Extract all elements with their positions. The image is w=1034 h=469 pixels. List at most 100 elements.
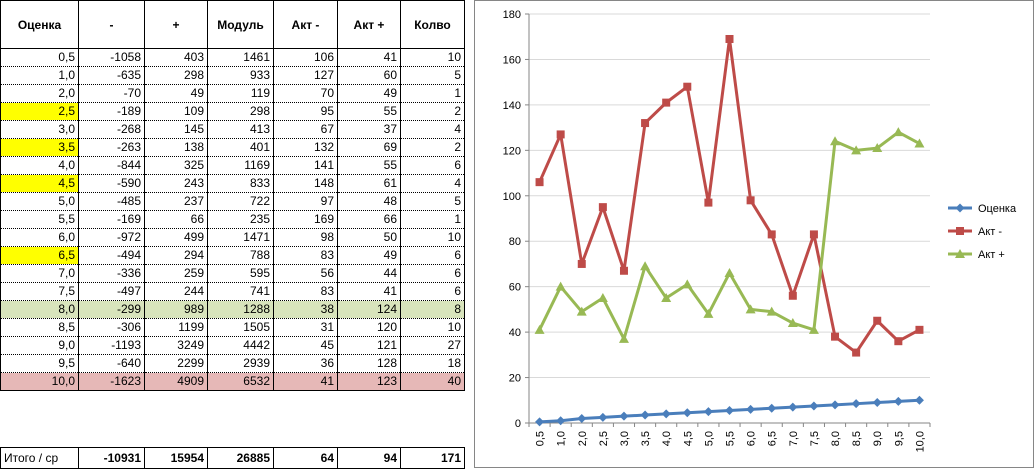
grade-cell[interactable]: 6,5	[0, 246, 79, 265]
table-cell[interactable]: 18	[400, 354, 465, 373]
grade-cell[interactable]: 6,0	[0, 228, 79, 247]
grade-cell[interactable]: 1,0	[0, 66, 79, 85]
header-cell[interactable]: Модуль	[207, 0, 274, 49]
header-cell[interactable]: +	[144, 0, 208, 49]
table-cell[interactable]: 49	[337, 246, 401, 265]
table-cell[interactable]: 123	[337, 372, 401, 391]
table-cell[interactable]: 2299	[144, 354, 208, 373]
table-cell[interactable]: 294	[144, 246, 208, 265]
table-cell[interactable]: 1288	[207, 300, 274, 319]
table-cell[interactable]: 4442	[207, 336, 274, 355]
table-cell[interactable]: -844	[78, 156, 145, 175]
table-cell[interactable]: -485	[78, 192, 145, 211]
table-cell[interactable]: 10	[400, 318, 465, 337]
table-cell[interactable]: 61	[337, 174, 401, 193]
table-cell[interactable]: 45	[273, 336, 338, 355]
header-cell[interactable]: Оценка	[0, 0, 79, 49]
table-cell[interactable]: 83	[273, 246, 338, 265]
table-cell[interactable]: 1461	[207, 48, 274, 67]
table-cell[interactable]: -1623	[78, 372, 145, 391]
table-cell[interactable]: 4	[400, 174, 465, 193]
table-cell[interactable]: 499	[144, 228, 208, 247]
table-cell[interactable]: 31	[273, 318, 338, 337]
table-cell[interactable]: 56	[273, 264, 338, 283]
table-cell[interactable]: 41	[337, 48, 401, 67]
totals-cell[interactable]: 64	[273, 447, 338, 469]
table-cell[interactable]: 55	[337, 156, 401, 175]
header-cell[interactable]: Акт -	[273, 0, 338, 49]
table-cell[interactable]: 2	[400, 102, 465, 121]
table-cell[interactable]: -70	[78, 84, 145, 103]
line-chart[interactable]: 0 20 40 60 80 100 120 140 160 180 0,5 1,0 2,0 2,5 3,0 3…	[474, 0, 1034, 468]
table-cell[interactable]: 6532	[207, 372, 274, 391]
table-cell[interactable]: 595	[207, 264, 274, 283]
table-cell[interactable]: 237	[144, 192, 208, 211]
table-cell[interactable]: 49	[144, 84, 208, 103]
table-cell[interactable]: 49	[337, 84, 401, 103]
table-cell[interactable]: 98	[273, 228, 338, 247]
grade-cell[interactable]: 9,5	[0, 354, 79, 373]
table-cell[interactable]: -1058	[78, 48, 145, 67]
table-cell[interactable]: 41	[273, 372, 338, 391]
table-cell[interactable]: 169	[273, 210, 338, 229]
header-cell[interactable]: Акт +	[337, 0, 401, 49]
totals-cell[interactable]: 171	[400, 447, 465, 469]
table-cell[interactable]: 741	[207, 282, 274, 301]
table-cell[interactable]: 5	[400, 192, 465, 211]
totals-cell[interactable]: 26885	[207, 447, 274, 469]
grade-cell[interactable]: 8,5	[0, 318, 79, 337]
grade-cell[interactable]: 7,0	[0, 264, 79, 283]
table-cell[interactable]: 2939	[207, 354, 274, 373]
table-cell[interactable]: 2	[400, 138, 465, 157]
table-cell[interactable]: -169	[78, 210, 145, 229]
table-cell[interactable]: 8	[400, 300, 465, 319]
table-cell[interactable]: 106	[273, 48, 338, 67]
table-cell[interactable]: 401	[207, 138, 274, 157]
table-cell[interactable]: 145	[144, 120, 208, 139]
totals-cell[interactable]: 15954	[144, 447, 208, 469]
table-cell[interactable]: 244	[144, 282, 208, 301]
table-cell[interactable]: 1	[400, 84, 465, 103]
table-cell[interactable]: 48	[337, 192, 401, 211]
table-cell[interactable]: 109	[144, 102, 208, 121]
table-cell[interactable]: 141	[273, 156, 338, 175]
table-cell[interactable]: 36	[273, 354, 338, 373]
table-cell[interactable]: -268	[78, 120, 145, 139]
table-cell[interactable]: 933	[207, 66, 274, 85]
table-cell[interactable]: 235	[207, 210, 274, 229]
table-cell[interactable]: 1169	[207, 156, 274, 175]
table-cell[interactable]: 66	[144, 210, 208, 229]
table-cell[interactable]: 10	[400, 228, 465, 247]
table-cell[interactable]: 83	[273, 282, 338, 301]
grade-cell[interactable]: 4,5	[0, 174, 79, 193]
table-cell[interactable]: 148	[273, 174, 338, 193]
table-cell[interactable]: 55	[337, 102, 401, 121]
table-cell[interactable]: -306	[78, 318, 145, 337]
table-cell[interactable]: 120	[337, 318, 401, 337]
table-cell[interactable]: 243	[144, 174, 208, 193]
table-cell[interactable]: -635	[78, 66, 145, 85]
table-cell[interactable]: 66	[337, 210, 401, 229]
grade-cell[interactable]: 0,5	[0, 48, 79, 67]
table-cell[interactable]: 132	[273, 138, 338, 157]
table-cell[interactable]: 67	[273, 120, 338, 139]
table-cell[interactable]: -1193	[78, 336, 145, 355]
table-cell[interactable]: 1199	[144, 318, 208, 337]
table-cell[interactable]: 3249	[144, 336, 208, 355]
table-cell[interactable]: 128	[337, 354, 401, 373]
table-cell[interactable]: 69	[337, 138, 401, 157]
table-cell[interactable]: 6	[400, 156, 465, 175]
table-cell[interactable]: 989	[144, 300, 208, 319]
table-cell[interactable]: -497	[78, 282, 145, 301]
table-cell[interactable]: -263	[78, 138, 145, 157]
grade-cell[interactable]: 3,5	[0, 138, 79, 157]
table-cell[interactable]: -299	[78, 300, 145, 319]
table-cell[interactable]: 50	[337, 228, 401, 247]
table-cell[interactable]: 38	[273, 300, 338, 319]
table-cell[interactable]: 127	[273, 66, 338, 85]
header-cell[interactable]: Колво	[400, 0, 465, 49]
grade-cell[interactable]: 5,0	[0, 192, 79, 211]
table-cell[interactable]: 5	[400, 66, 465, 85]
table-cell[interactable]: 95	[273, 102, 338, 121]
grade-cell[interactable]: 2,0	[0, 84, 79, 103]
